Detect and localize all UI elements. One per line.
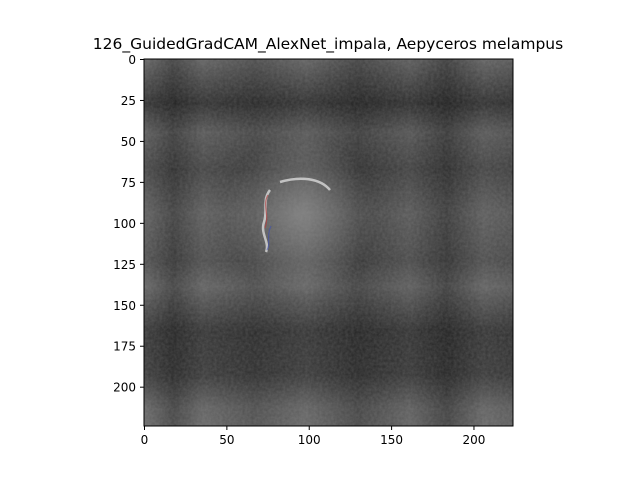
- y-tick-label: 150: [113, 299, 136, 313]
- plot-frame: [143, 58, 514, 427]
- x-tick-label: 100: [298, 433, 321, 447]
- y-tick-label: 50: [121, 135, 136, 149]
- x-tick-label: 50: [219, 433, 234, 447]
- y-tick-label: 200: [113, 381, 136, 395]
- y-tick-label: 75: [121, 176, 136, 190]
- x-tick-label: 200: [463, 433, 486, 447]
- chart-title: 126_GuidedGradCAM_AlexNet_impala, Aepyce…: [93, 35, 563, 54]
- heatmap-image: [144, 59, 513, 426]
- x-tick-label: 150: [380, 433, 403, 447]
- y-tick-label: 25: [121, 94, 136, 108]
- y-axis: 0 25 50 75 100 125 150 175 200: [113, 53, 144, 395]
- y-tick-label: 0: [128, 53, 136, 67]
- y-tick-label: 100: [113, 217, 136, 231]
- y-tick-label: 125: [113, 258, 136, 272]
- x-tick-label: 0: [141, 433, 149, 447]
- x-axis: 0 50 100 150 200: [141, 426, 486, 447]
- y-tick-label: 175: [113, 340, 136, 354]
